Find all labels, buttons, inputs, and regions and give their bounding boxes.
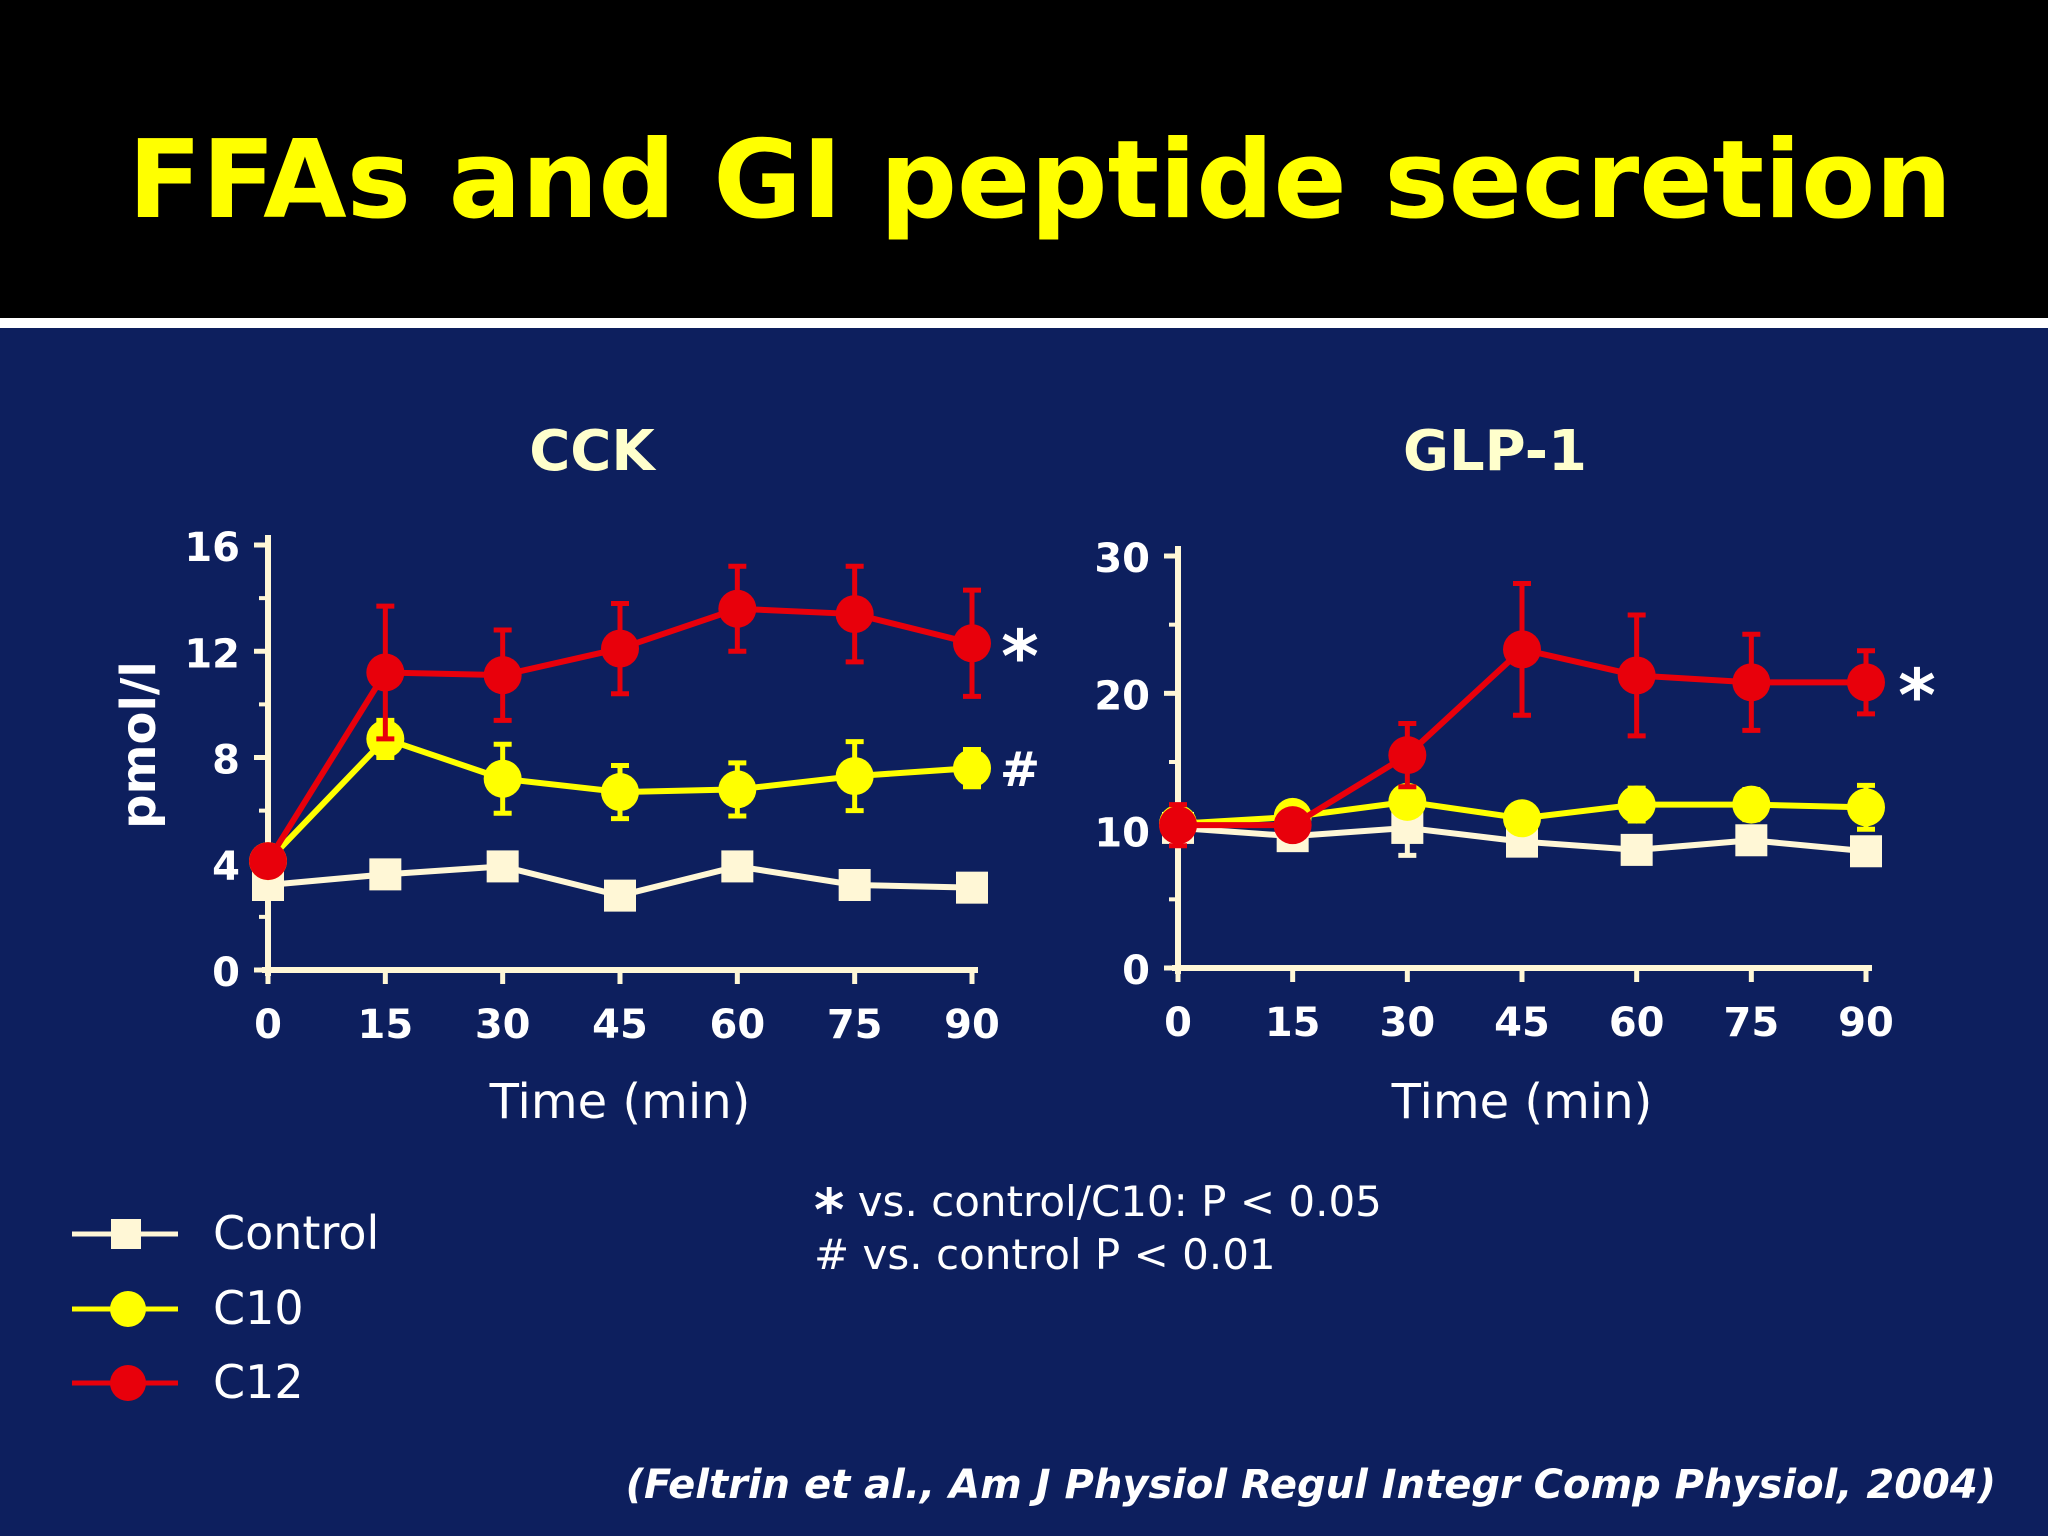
legend-label-c10: C10 xyxy=(213,1281,304,1335)
legend-control-marker xyxy=(72,1219,178,1249)
legend-c12-marker xyxy=(72,1365,178,1401)
legend-label-control: Control xyxy=(213,1206,379,1260)
legend-markers xyxy=(0,0,2048,1536)
significance-note-hash: # vs. control P < 0.01 xyxy=(814,1230,1276,1279)
legend-c10-marker xyxy=(72,1291,178,1327)
legend-label-c12: C12 xyxy=(213,1355,304,1409)
star-note-text: vs. control/C10: P < 0.05 xyxy=(858,1177,1382,1226)
citation: (Feltrin et al., Am J Physiol Regul Inte… xyxy=(626,1462,1996,1508)
